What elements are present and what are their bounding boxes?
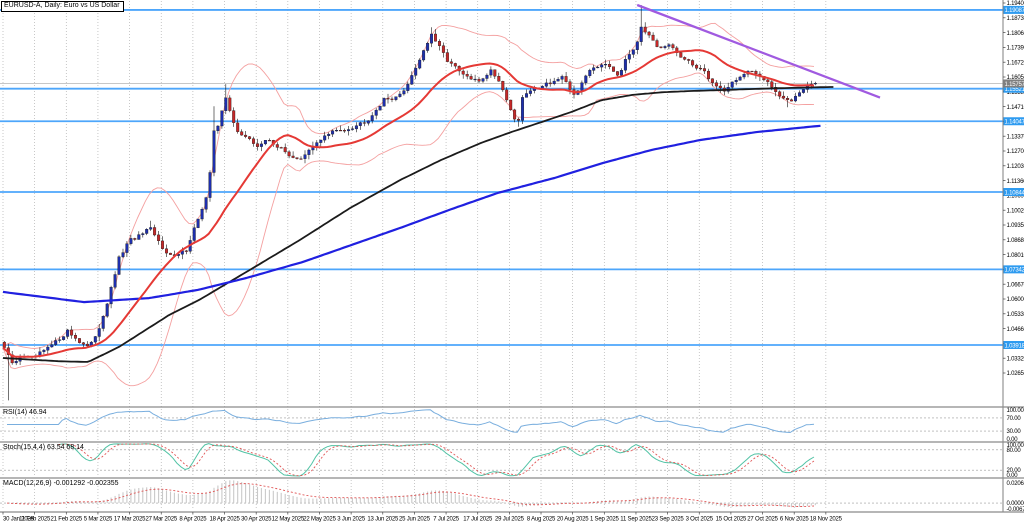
price-tick-label: 1.08680 <box>1007 238 1024 244</box>
date-label: 25 Jun 2025 <box>399 517 431 522</box>
macd-indicator-label: MACD(12,26,9) -0.001292 -0.002355 <box>3 480 119 487</box>
macd-axis-label: 0.020621 <box>1007 481 1024 487</box>
bollinger-upper-band <box>2 22 815 349</box>
price-tick-label: 1.09350 <box>1007 223 1024 229</box>
price-tick-label: 1.03320 <box>1007 356 1024 362</box>
price-tick-label: 1.12700 <box>1007 149 1024 155</box>
price-tick-label: 1.10690 <box>1007 194 1024 200</box>
price-tick-label: 1.16050 <box>1007 75 1024 81</box>
date-label: 7 Jul 2025 <box>433 517 460 522</box>
level-price-tag <box>1003 5 1024 14</box>
stoch-main-line <box>58 443 815 477</box>
level-price-tag-label: 1.03918 <box>1005 343 1024 349</box>
price-tick-label: 1.17390 <box>1007 46 1024 52</box>
date-label: 1 Sep 2025 <box>590 517 620 522</box>
date-label: 12 May 2025 <box>272 517 305 522</box>
rsi-axis-label: 100.00 <box>1007 408 1024 414</box>
date-label: 11 Feb 2025 <box>19 517 51 522</box>
symbol-title-box: EURUSD-A, Daily: Euro vs US Dollar <box>1 1 124 12</box>
level-price-tag-label: 1.07342 <box>1005 268 1024 274</box>
ma-100-black <box>2 86 834 363</box>
date-label: 15 Oct 2025 <box>716 517 747 522</box>
price-tick-label: 1.19400 <box>1007 1 1024 7</box>
level-price-tag <box>1003 265 1024 274</box>
level-price-tag <box>1003 188 1024 197</box>
date-label: 3 Oct 2025 <box>686 517 714 522</box>
rsi-axis-label: 30.00 <box>1007 429 1022 435</box>
price-tick-label: 1.04660 <box>1007 327 1024 333</box>
rsi-indicator-label: RSI(14) 46.94 <box>3 409 47 416</box>
level-price-tag-label: 1.15521 <box>1005 87 1024 93</box>
rsi-axis-label: 0.00 <box>1007 437 1019 443</box>
date-label: 8 Aug 2025 <box>527 517 556 522</box>
level-price-tag <box>1003 84 1024 93</box>
date-label: 20 Aug 2025 <box>557 517 589 522</box>
price-tick-label: 1.06670 <box>1007 282 1024 288</box>
macd-axis-label: 0.000000 <box>1007 501 1024 507</box>
price-tick-label: 1.12030 <box>1007 164 1024 170</box>
price-tick-label: 1.02650 <box>1007 371 1024 377</box>
level-price-tag <box>1003 340 1024 349</box>
price-tick-label: 1.14710 <box>1007 105 1024 111</box>
date-label: 5 Mar 2025 <box>84 517 113 522</box>
price-tick-label: 1.06000 <box>1007 297 1024 303</box>
current-price-tag-label: 1.15757 <box>1005 82 1024 88</box>
date-label: 13 Jun 2025 <box>367 517 399 522</box>
price-tick-label: 1.18730 <box>1007 16 1024 22</box>
ma-20-red <box>2 49 815 358</box>
date-label: 21 Feb 2025 <box>51 517 83 522</box>
date-label: 22 May 2025 <box>303 517 336 522</box>
date-label: 29 Jul 2025 <box>495 517 525 522</box>
date-label: 30 Apr 2025 <box>241 517 272 522</box>
stoch-axis-label: 20.00 <box>1007 468 1022 474</box>
stoch-axis-label: 0.00 <box>1007 473 1019 479</box>
date-label: 23 Sep 2025 <box>652 517 685 522</box>
price-tick-label: 1.05330 <box>1007 312 1024 318</box>
stoch-indicator-label: Stoch(15,4,4) 63.54 68.14 <box>3 444 84 451</box>
date-axis-background <box>0 513 1024 522</box>
price-tick-label: 1.15380 <box>1007 90 1024 96</box>
stoch-signal-line <box>58 443 815 477</box>
bollinger-lower-band <box>2 72 815 387</box>
price-tick-label: 1.11360 <box>1007 179 1024 185</box>
stoch-axis-label: 80.00 <box>1007 448 1022 454</box>
date-label: 18 Apr 2025 <box>209 517 240 522</box>
level-price-tag-label: 1.10844 <box>1005 190 1024 196</box>
price-tick-label: 1.13370 <box>1007 134 1024 140</box>
date-label: 18 Nov 2025 <box>810 517 843 522</box>
macd-axis-label: -0.006795 <box>1007 507 1024 513</box>
date-label: 11 Sep 2025 <box>620 517 652 522</box>
price-tick-label: 1.16720 <box>1007 60 1024 66</box>
price-tick-label: 1.08010 <box>1007 253 1024 259</box>
rsi-axis-label: 70.00 <box>1007 416 1022 422</box>
date-label: 8 Apr 2025 <box>179 517 207 522</box>
date-label: 17 Jul 2025 <box>463 517 493 522</box>
price-tick-label: 1.18060 <box>1007 31 1024 37</box>
level-price-tag-label: 1.19087 <box>1005 8 1024 14</box>
symbol-title: EURUSD-A, Daily: Euro vs US Dollar <box>4 2 120 9</box>
price-tick-label: 1.10020 <box>1007 208 1024 214</box>
macd-signal-line <box>6 483 815 507</box>
date-label: 30 Jan 2025 <box>3 517 35 522</box>
stoch-axis-label: 100.00 <box>1007 443 1024 449</box>
date-label: 27 Oct 2025 <box>747 517 778 522</box>
level-price-tag-label: 1.14047 <box>1005 120 1024 126</box>
date-label: 6 Nov 2025 <box>780 517 810 522</box>
date-label: 27 Mar 2025 <box>145 517 177 522</box>
level-price-tag <box>1003 117 1024 126</box>
current-price-tag <box>1003 79 1024 88</box>
date-label: 3 Jun 2025 <box>337 517 366 522</box>
rsi-line <box>7 409 815 433</box>
descending-trendline <box>636 3 881 99</box>
date-label: 17 Mar 2025 <box>114 517 146 522</box>
